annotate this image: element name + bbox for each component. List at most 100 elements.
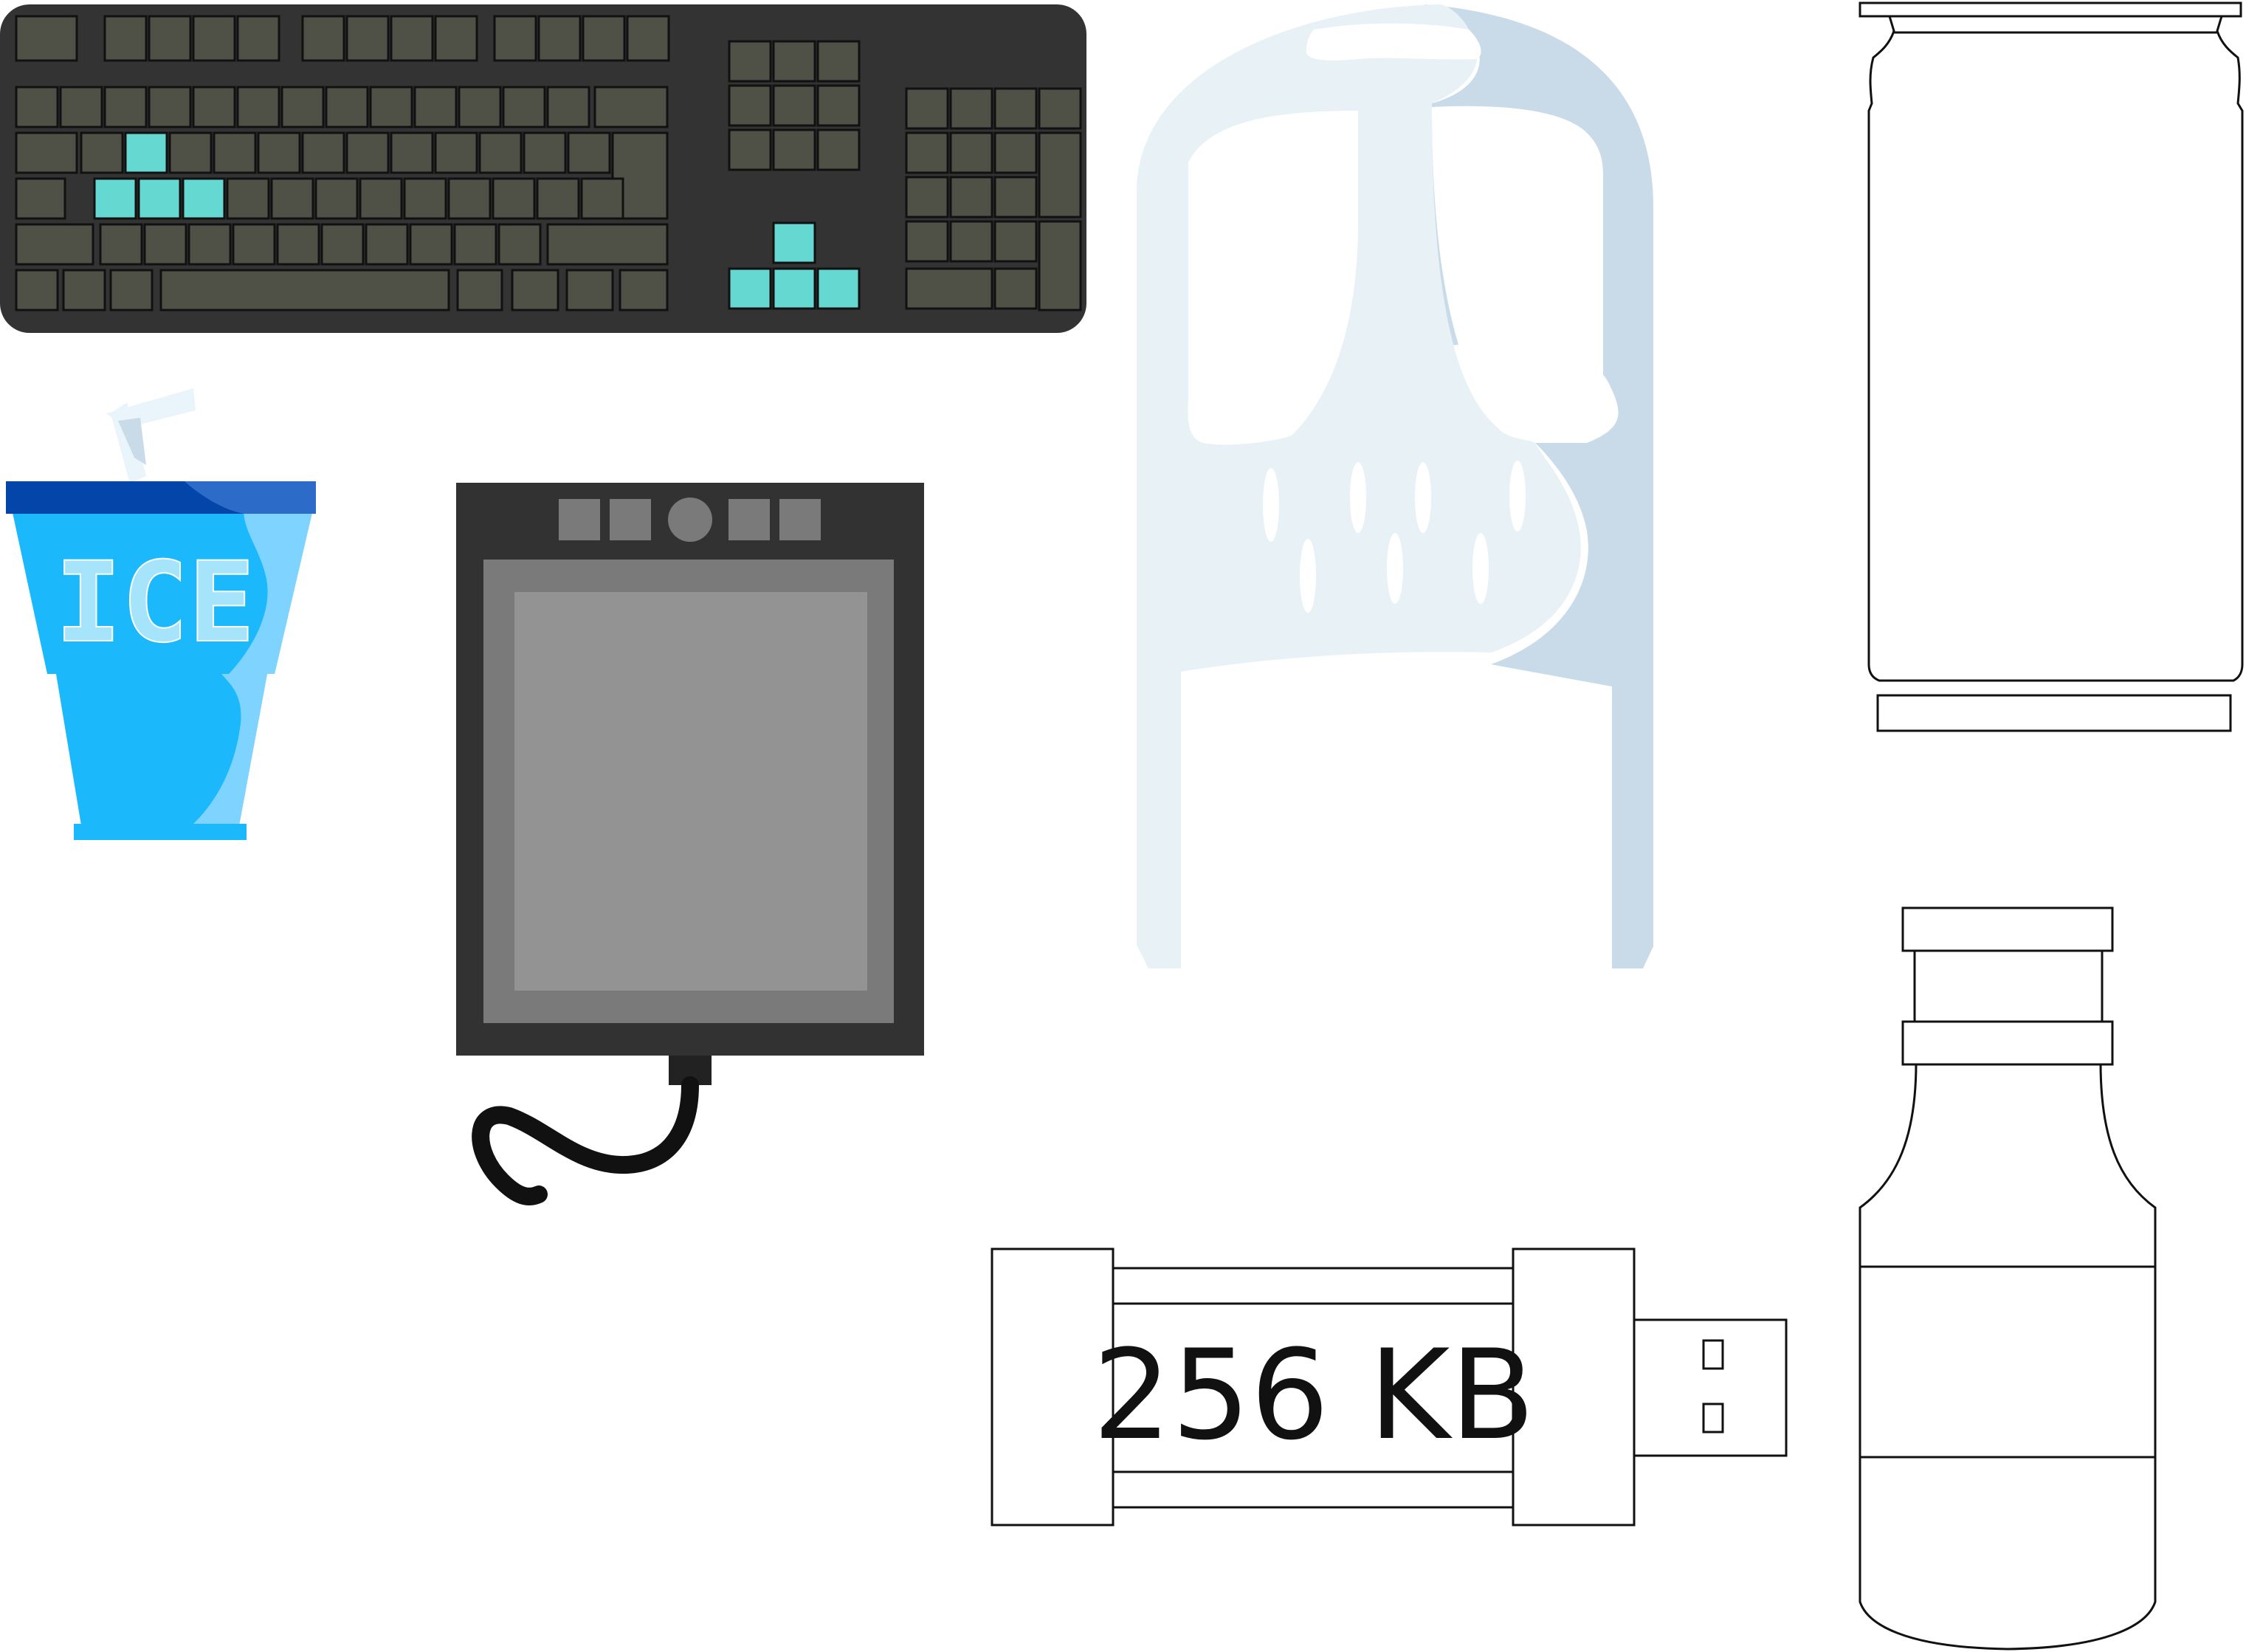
usb-plug-hole-2	[1702, 1403, 1724, 1434]
key-arrow-left	[728, 267, 772, 310]
key-arrow-down	[772, 267, 816, 310]
key-fn	[565, 269, 614, 312]
key-f7	[390, 15, 434, 62]
key-letter	[567, 131, 611, 174]
tablet-cable	[472, 1076, 699, 1205]
key-letter	[301, 131, 345, 174]
key-f2	[148, 15, 192, 62]
cup-upper-highlight	[229, 509, 313, 674]
key-letter	[99, 223, 143, 266]
key-numpad-dot	[993, 267, 1038, 310]
key-letter	[213, 131, 257, 174]
key-numpad-plus	[1038, 131, 1082, 218]
cup-label: ICE	[55, 539, 255, 667]
key-numpad	[949, 220, 993, 263]
can-body	[1867, 15, 2244, 682]
cup-lower	[56, 674, 267, 825]
key-shift-left	[15, 223, 94, 266]
key-letter	[536, 177, 580, 220]
usb-plug-hole-1	[1702, 1339, 1724, 1370]
key-w-highlight	[124, 131, 168, 174]
key-nav	[772, 128, 816, 171]
drawing-tablet-icon	[456, 483, 924, 1205]
key-numpad	[949, 131, 993, 174]
key-nav	[816, 128, 861, 171]
usb-capacity-label: 256 KB	[1092, 1323, 1534, 1467]
key-nav	[772, 40, 816, 83]
tooth-1	[1263, 468, 1279, 542]
key-win	[62, 269, 106, 312]
bottle-collar	[1901, 1020, 2114, 1066]
tooth-2	[1350, 462, 1366, 533]
key-ctrl-right	[619, 269, 669, 312]
bottle-cap	[1901, 906, 2114, 952]
key-number-row	[325, 86, 369, 128]
key-backspace	[593, 86, 669, 128]
key-nav	[728, 40, 772, 83]
key-numpad	[905, 87, 949, 130]
key-space	[159, 269, 450, 312]
key-letter	[187, 223, 232, 266]
key-letter	[580, 177, 624, 220]
key-numpad	[905, 176, 949, 218]
cup-upper	[12, 509, 313, 674]
key-alt-left	[109, 269, 154, 312]
usb-collar	[1512, 1247, 1636, 1527]
key-ctrl-left	[15, 269, 59, 312]
tooth-7	[1472, 533, 1489, 604]
tooth-5	[1300, 539, 1316, 613]
keyboard-icon	[0, 4, 1086, 333]
key-numpad	[905, 220, 949, 263]
tablet-button-3	[728, 499, 770, 540]
key-asd-highlight	[93, 177, 137, 220]
key-nav	[816, 40, 861, 83]
tooth-4	[1509, 461, 1526, 531]
key-letter	[320, 223, 365, 266]
key-number-row	[148, 86, 192, 128]
key-tab	[15, 131, 78, 174]
key-letter	[359, 177, 403, 220]
key-escape	[15, 15, 78, 62]
key-nav	[728, 84, 772, 127]
key-numpad	[949, 87, 993, 130]
key-f1	[103, 15, 148, 62]
key-letter	[409, 223, 453, 266]
cup-lower-highlight	[192, 674, 267, 825]
tablet-surface	[514, 592, 867, 991]
key-nav	[816, 84, 861, 127]
key-asd-highlight	[137, 177, 182, 220]
key-letter	[523, 131, 567, 174]
key-arrow-up	[772, 221, 816, 264]
key-f11	[582, 15, 626, 62]
key-numpad	[993, 131, 1038, 174]
key-f3	[192, 15, 236, 62]
key-letter	[143, 223, 187, 266]
key-number-row	[502, 86, 546, 128]
key-nav	[772, 84, 816, 127]
straw-shadow	[118, 418, 146, 465]
key-letter	[403, 177, 447, 220]
key-f5	[301, 15, 345, 62]
key-number-row	[192, 86, 236, 128]
key-f8	[434, 15, 478, 62]
usb-drive-icon: 256 KB	[991, 1247, 1788, 1527]
key-number-row	[458, 86, 502, 128]
tooth-3	[1415, 462, 1431, 533]
key-numpad	[905, 131, 949, 174]
key-letter	[314, 177, 359, 220]
key-number-row	[546, 86, 590, 128]
key-numpad	[949, 176, 993, 218]
key-arrow-right	[816, 267, 861, 310]
key-numpad-zero	[905, 267, 993, 310]
key-caps	[15, 177, 66, 220]
key-numpad	[993, 176, 1038, 218]
key-letter	[453, 223, 497, 266]
key-f10	[537, 15, 582, 62]
tablet-button-1	[559, 499, 600, 540]
forehead-highlight	[1306, 23, 1481, 61]
cup-lid-highlight	[185, 481, 316, 514]
eye-socket-left	[1188, 111, 1358, 445]
key-letter	[276, 223, 320, 266]
key-letter	[478, 131, 523, 174]
